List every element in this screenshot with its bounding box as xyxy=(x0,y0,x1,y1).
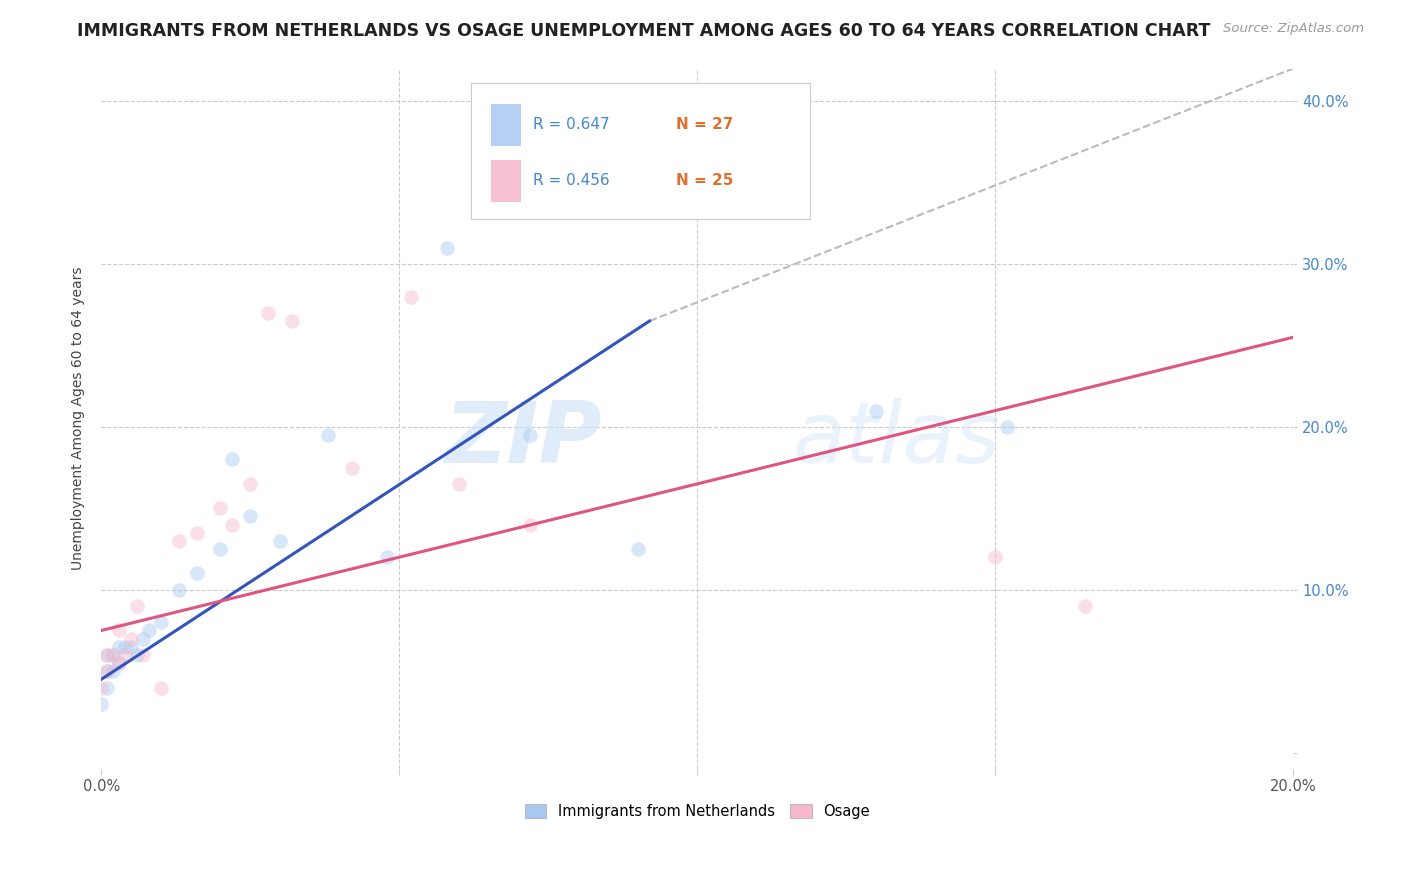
Point xyxy=(221,452,243,467)
Point xyxy=(167,582,190,597)
Text: ZIP: ZIP xyxy=(444,398,602,482)
Point xyxy=(125,599,148,613)
FancyBboxPatch shape xyxy=(491,160,520,202)
Text: N = 25: N = 25 xyxy=(676,173,733,188)
Point xyxy=(186,525,208,540)
Text: N = 27: N = 27 xyxy=(676,117,733,132)
Y-axis label: Unemployment Among Ages 60 to 64 years: Unemployment Among Ages 60 to 64 years xyxy=(72,267,86,571)
Point xyxy=(149,681,172,695)
Point xyxy=(626,542,648,557)
Point xyxy=(221,517,243,532)
Point xyxy=(120,640,142,654)
Point xyxy=(132,632,155,646)
Point xyxy=(101,648,124,662)
Point xyxy=(239,509,262,524)
Point xyxy=(519,517,541,532)
Point xyxy=(257,306,280,320)
Point xyxy=(108,640,131,654)
Legend: Immigrants from Netherlands, Osage: Immigrants from Netherlands, Osage xyxy=(519,798,876,825)
Point xyxy=(984,550,1007,565)
Text: R = 0.647: R = 0.647 xyxy=(533,117,609,132)
Point xyxy=(995,420,1018,434)
Point xyxy=(186,566,208,581)
Text: atlas: atlas xyxy=(793,398,1001,482)
Point xyxy=(167,533,190,548)
Text: R = 0.456: R = 0.456 xyxy=(533,173,609,188)
Point xyxy=(865,403,887,417)
Point xyxy=(281,314,304,328)
FancyBboxPatch shape xyxy=(471,83,810,219)
Point xyxy=(96,648,118,662)
Point xyxy=(96,664,118,678)
Point xyxy=(101,648,124,662)
Point xyxy=(101,664,124,678)
Point xyxy=(90,697,112,711)
Point xyxy=(96,648,118,662)
Point xyxy=(1073,599,1095,613)
Point xyxy=(239,476,262,491)
Point xyxy=(125,648,148,662)
Point xyxy=(96,664,118,678)
Point xyxy=(114,648,136,662)
Point xyxy=(149,615,172,630)
Point xyxy=(340,460,363,475)
Point xyxy=(108,624,131,638)
Point xyxy=(90,681,112,695)
FancyBboxPatch shape xyxy=(491,103,520,145)
Point xyxy=(108,656,131,670)
Point xyxy=(120,632,142,646)
Point xyxy=(626,184,648,198)
Point xyxy=(138,624,160,638)
Point xyxy=(209,542,232,557)
Point xyxy=(519,428,541,442)
Point xyxy=(96,681,118,695)
Point xyxy=(399,289,422,303)
Point xyxy=(269,533,291,548)
Point xyxy=(108,656,131,670)
Point xyxy=(209,501,232,516)
Point xyxy=(316,428,339,442)
Point xyxy=(375,550,398,565)
Point xyxy=(132,648,155,662)
Point xyxy=(447,476,470,491)
Text: IMMIGRANTS FROM NETHERLANDS VS OSAGE UNEMPLOYMENT AMONG AGES 60 TO 64 YEARS CORR: IMMIGRANTS FROM NETHERLANDS VS OSAGE UNE… xyxy=(77,22,1211,40)
Text: Source: ZipAtlas.com: Source: ZipAtlas.com xyxy=(1223,22,1364,36)
Point xyxy=(436,241,458,255)
Point xyxy=(114,640,136,654)
